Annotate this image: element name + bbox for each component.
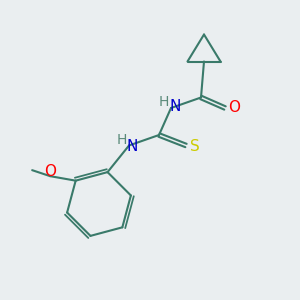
Text: N: N [170, 99, 181, 114]
Text: H: H [158, 95, 169, 109]
Text: S: S [190, 140, 200, 154]
Text: N: N [126, 140, 138, 154]
Text: O: O [44, 164, 56, 179]
Text: O: O [228, 100, 240, 116]
Text: H: H [116, 133, 127, 147]
